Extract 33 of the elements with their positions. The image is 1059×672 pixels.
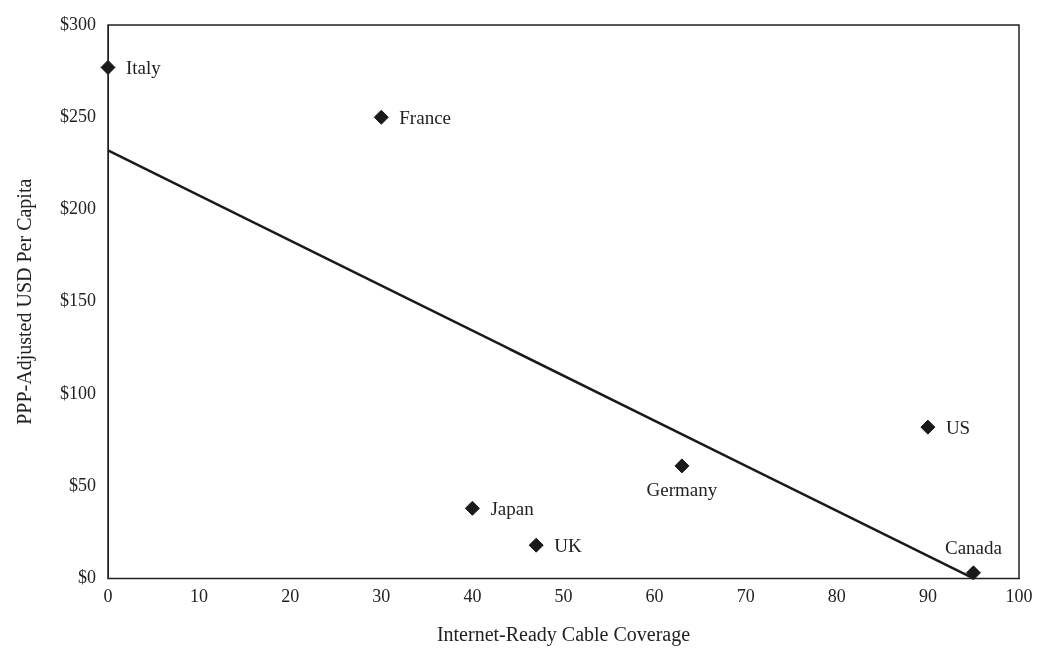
x-tick-label: 60 (645, 585, 664, 606)
point (528, 537, 544, 553)
annotation: Japan (490, 498, 535, 520)
x-tick-label: 40 (463, 585, 482, 606)
x-tick-label: 70 (736, 585, 755, 606)
point (464, 500, 480, 516)
x-tick-label: 100 (1005, 585, 1033, 606)
x-axis-title: Internet-Ready Cable Coverage (436, 623, 691, 647)
x-tick-label: 10 (190, 585, 209, 606)
x-tick-label: 90 (918, 585, 937, 606)
y-tick-label: $250 (60, 105, 96, 126)
y-tick-label: $50 (69, 474, 96, 495)
x-tick-label: 20 (281, 585, 300, 606)
point (965, 565, 981, 581)
y-tick-label: $300 (60, 13, 96, 34)
annotation: Germany (646, 479, 718, 501)
point (373, 109, 389, 125)
y-tick-label: $150 (60, 290, 96, 311)
y-tick-label: $0 (78, 567, 96, 588)
annotation: Canada (944, 537, 1003, 559)
y-axis-title: PPP-Adjusted USD Per Capita (13, 178, 37, 425)
y-tick-label: $100 (60, 382, 96, 403)
x-tick-label: 0 (103, 585, 113, 606)
point (674, 458, 690, 474)
annotation: Italy (126, 57, 162, 79)
y-tick-label: $200 (60, 198, 96, 219)
annotation: US (945, 417, 971, 439)
x-tick-label: 50 (554, 585, 573, 606)
x-tick-label: 30 (372, 585, 391, 606)
point (920, 419, 936, 435)
annotation: France (399, 107, 451, 129)
x-tick-label: 80 (827, 585, 846, 606)
annotation: UK (554, 535, 582, 557)
